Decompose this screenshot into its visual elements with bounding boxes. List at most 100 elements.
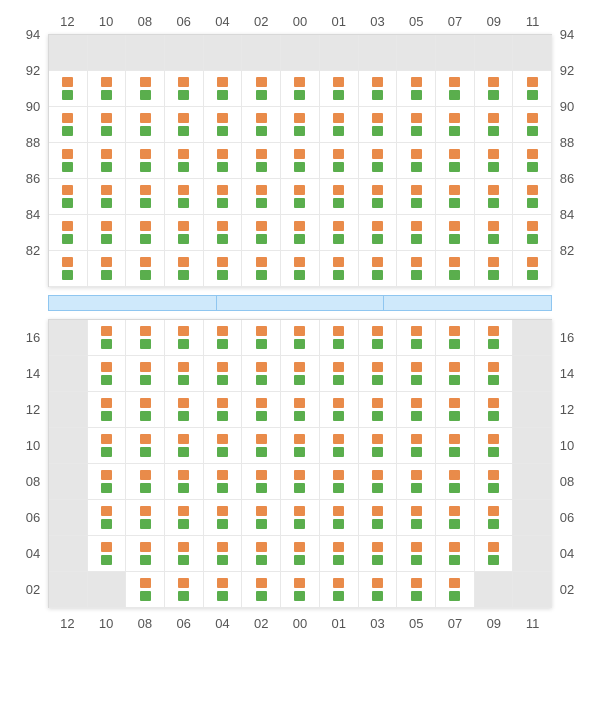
cell-occupied[interactable]	[88, 215, 127, 251]
cell-occupied[interactable]	[204, 179, 243, 215]
cell-occupied[interactable]	[126, 320, 165, 356]
cell-occupied[interactable]	[475, 107, 514, 143]
cell-occupied[interactable]	[165, 143, 204, 179]
cell-occupied[interactable]	[359, 536, 398, 572]
cell-occupied[interactable]	[475, 428, 514, 464]
cell-occupied[interactable]	[436, 71, 475, 107]
cell-occupied[interactable]	[49, 107, 88, 143]
cell-occupied[interactable]	[88, 71, 127, 107]
cell-occupied[interactable]	[397, 500, 436, 536]
cell-occupied[interactable]	[88, 428, 127, 464]
cell-occupied[interactable]	[359, 356, 398, 392]
cell-occupied[interactable]	[436, 428, 475, 464]
cell-occupied[interactable]	[436, 572, 475, 608]
cell-occupied[interactable]	[475, 464, 514, 500]
cell-occupied[interactable]	[281, 536, 320, 572]
cell-occupied[interactable]	[204, 536, 243, 572]
cell-occupied[interactable]	[165, 464, 204, 500]
cell-occupied[interactable]	[436, 356, 475, 392]
cell-occupied[interactable]	[359, 572, 398, 608]
cell-occupied[interactable]	[397, 179, 436, 215]
cell-occupied[interactable]	[359, 143, 398, 179]
cell-occupied[interactable]	[204, 572, 243, 608]
cell-occupied[interactable]	[397, 107, 436, 143]
cell-occupied[interactable]	[281, 500, 320, 536]
cell-occupied[interactable]	[475, 500, 514, 536]
cell-occupied[interactable]	[281, 71, 320, 107]
cell-occupied[interactable]	[88, 143, 127, 179]
cell-occupied[interactable]	[281, 215, 320, 251]
cell-occupied[interactable]	[242, 464, 281, 500]
cell-occupied[interactable]	[359, 71, 398, 107]
cell-occupied[interactable]	[88, 392, 127, 428]
cell-occupied[interactable]	[242, 356, 281, 392]
cell-occupied[interactable]	[165, 71, 204, 107]
cell-occupied[interactable]	[242, 428, 281, 464]
cell-occupied[interactable]	[320, 143, 359, 179]
cell-occupied[interactable]	[281, 251, 320, 287]
cell-occupied[interactable]	[242, 143, 281, 179]
cell-occupied[interactable]	[436, 536, 475, 572]
cell-occupied[interactable]	[320, 392, 359, 428]
cell-occupied[interactable]	[281, 392, 320, 428]
cell-occupied[interactable]	[320, 107, 359, 143]
cell-occupied[interactable]	[204, 320, 243, 356]
cell-occupied[interactable]	[359, 251, 398, 287]
cell-occupied[interactable]	[204, 500, 243, 536]
cell-occupied[interactable]	[88, 500, 127, 536]
cell-occupied[interactable]	[204, 428, 243, 464]
cell-occupied[interactable]	[88, 107, 127, 143]
cell-occupied[interactable]	[359, 215, 398, 251]
cell-occupied[interactable]	[165, 428, 204, 464]
cell-occupied[interactable]	[320, 464, 359, 500]
cell-occupied[interactable]	[242, 392, 281, 428]
cell-occupied[interactable]	[165, 536, 204, 572]
cell-occupied[interactable]	[397, 572, 436, 608]
cell-occupied[interactable]	[359, 107, 398, 143]
cell-occupied[interactable]	[320, 356, 359, 392]
cell-occupied[interactable]	[359, 464, 398, 500]
cell-occupied[interactable]	[242, 71, 281, 107]
cell-occupied[interactable]	[436, 392, 475, 428]
cell-occupied[interactable]	[126, 500, 165, 536]
cell-occupied[interactable]	[204, 215, 243, 251]
cell-occupied[interactable]	[281, 572, 320, 608]
cell-occupied[interactable]	[281, 356, 320, 392]
cell-occupied[interactable]	[320, 572, 359, 608]
cell-occupied[interactable]	[165, 572, 204, 608]
cell-occupied[interactable]	[165, 500, 204, 536]
cell-occupied[interactable]	[320, 251, 359, 287]
cell-occupied[interactable]	[475, 356, 514, 392]
cell-occupied[interactable]	[359, 428, 398, 464]
cell-occupied[interactable]	[126, 215, 165, 251]
cell-occupied[interactable]	[126, 464, 165, 500]
cell-occupied[interactable]	[204, 107, 243, 143]
cell-occupied[interactable]	[165, 107, 204, 143]
cell-occupied[interactable]	[397, 464, 436, 500]
cell-occupied[interactable]	[126, 71, 165, 107]
cell-occupied[interactable]	[359, 500, 398, 536]
cell-occupied[interactable]	[126, 536, 165, 572]
cell-occupied[interactable]	[165, 179, 204, 215]
cell-occupied[interactable]	[204, 71, 243, 107]
cell-occupied[interactable]	[436, 251, 475, 287]
cell-occupied[interactable]	[242, 179, 281, 215]
cell-occupied[interactable]	[126, 107, 165, 143]
cell-occupied[interactable]	[397, 392, 436, 428]
cell-occupied[interactable]	[204, 143, 243, 179]
cell-occupied[interactable]	[475, 143, 514, 179]
cell-occupied[interactable]	[436, 143, 475, 179]
cell-occupied[interactable]	[436, 179, 475, 215]
cell-occupied[interactable]	[397, 143, 436, 179]
cell-occupied[interactable]	[320, 428, 359, 464]
cell-occupied[interactable]	[126, 251, 165, 287]
cell-occupied[interactable]	[320, 536, 359, 572]
cell-occupied[interactable]	[475, 71, 514, 107]
cell-occupied[interactable]	[88, 464, 127, 500]
cell-occupied[interactable]	[281, 464, 320, 500]
cell-occupied[interactable]	[320, 320, 359, 356]
cell-occupied[interactable]	[436, 320, 475, 356]
cell-occupied[interactable]	[204, 464, 243, 500]
cell-occupied[interactable]	[49, 71, 88, 107]
cell-occupied[interactable]	[242, 500, 281, 536]
